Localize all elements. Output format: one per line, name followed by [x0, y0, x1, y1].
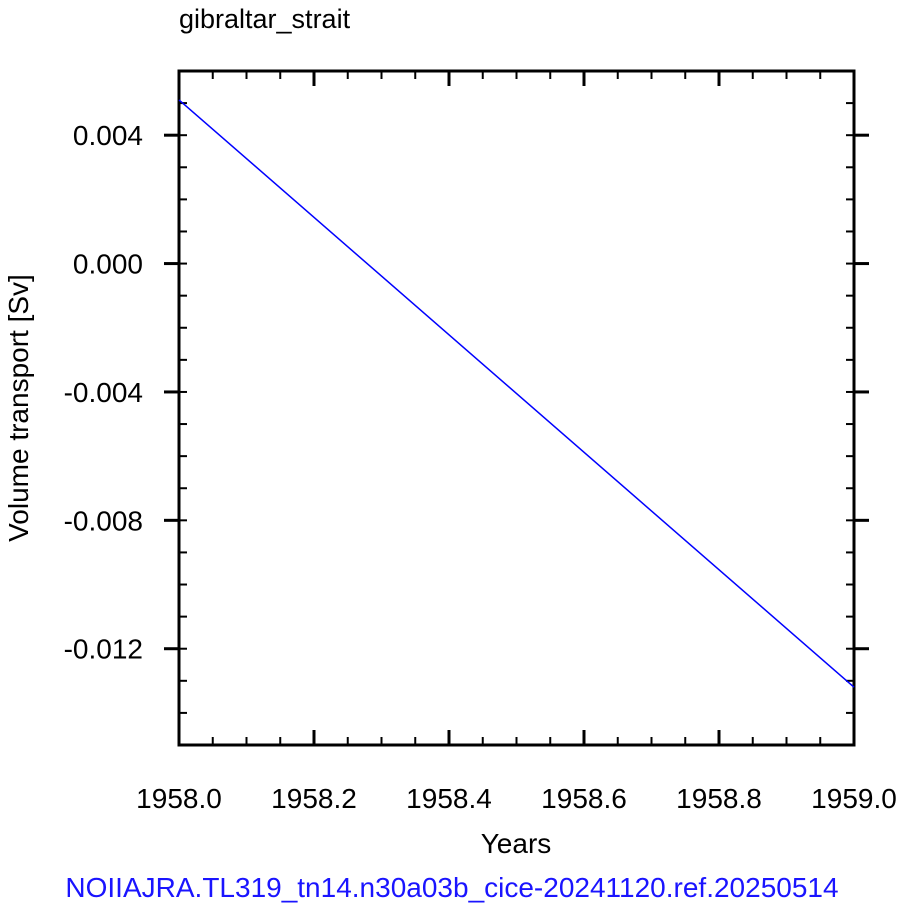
x-axis: 1958.0 1958.2 1958.4 1958.6 1958.8 1959.0	[136, 71, 897, 814]
x-axis-label: Years	[481, 828, 552, 859]
series-line	[178, 99, 855, 688]
y-tick-label: -0.008	[64, 505, 143, 536]
x-tick-label: 1958.8	[676, 783, 762, 814]
y-axis-label: Volume transport [Sv]	[3, 274, 34, 542]
x-tick-label: 1959.0	[811, 783, 897, 814]
y-axis: 0.004 0.000 -0.004 -0.008 -0.012	[64, 70, 869, 746]
plot-area	[177, 69, 856, 747]
x-tick-label: 1958.0	[136, 783, 222, 814]
chart-title: gibraltar_strait	[179, 4, 351, 34]
series-layer	[178, 99, 855, 688]
y-tick-label: -0.004	[64, 377, 143, 408]
y-tick-label: 0.000	[73, 249, 143, 280]
x-tick-label: 1958.6	[541, 783, 627, 814]
y-tick-label: 0.004	[73, 120, 143, 151]
plot-frame	[177, 69, 856, 747]
footer-run-label: NOIIAJRA.TL319_tn14.n30a03b_cice-2024112…	[65, 872, 839, 903]
y-tick-label: -0.012	[64, 634, 143, 665]
x-tick-label: 1958.2	[271, 783, 357, 814]
x-tick-label: 1958.4	[406, 783, 492, 814]
